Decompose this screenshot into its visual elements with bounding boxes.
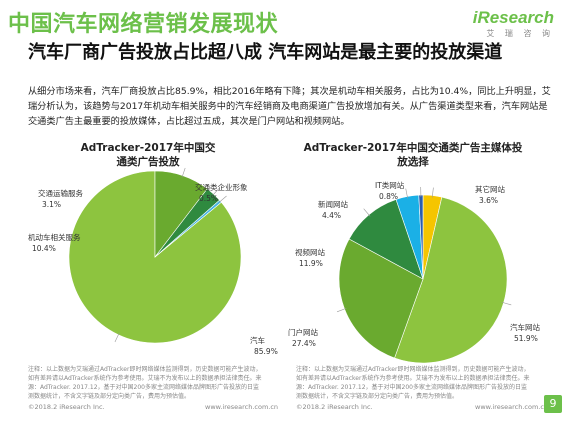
logo-text: iResearch bbox=[472, 8, 554, 27]
iresearch-logo: iResearch 艾 瑞 咨 询 bbox=[473, 8, 554, 39]
slice-value-label: 27.4% bbox=[292, 339, 316, 348]
chart-title-line: AdTracker-2017年中国交 bbox=[81, 141, 216, 154]
slice-value-label: 3.1% bbox=[42, 200, 61, 209]
right-footer-copyright: ©2018.2 iResearch Inc. bbox=[296, 403, 373, 411]
leader-line bbox=[431, 187, 434, 198]
right-chart-note: 注释：以上数据为艾瑞通过AdTracker即时网络媒体监测得到，历史数据可能产生… bbox=[296, 366, 530, 400]
page-subtitle: 汽车厂商广告投放占比超八成 汽车网站是最主要的投放渠道 bbox=[28, 42, 503, 63]
slice-label: IT类网站 bbox=[375, 180, 405, 190]
logo-subtext: 艾 瑞 咨 询 bbox=[486, 29, 554, 38]
slice-label: 机动车相关服务 bbox=[28, 232, 81, 242]
left-footer-copyright: ©2018.2 iResearch Inc. bbox=[28, 403, 105, 411]
leader-line bbox=[501, 301, 512, 306]
slice-label: 汽车网站 bbox=[510, 322, 540, 332]
slice-value-label: 11.9% bbox=[299, 259, 323, 268]
leader-line bbox=[114, 332, 120, 343]
slice-label: 新闻网站 bbox=[318, 199, 348, 209]
slice-label: 其它网站 bbox=[475, 184, 505, 194]
slice-value-label: 10.4% bbox=[32, 244, 56, 253]
left-footer-website: www.iresearch.com.cn bbox=[205, 403, 279, 411]
slice-label: 汽车 bbox=[250, 335, 265, 345]
slice-value-label: 3.6% bbox=[479, 196, 498, 205]
slice-label: 交通类企业形象 bbox=[195, 182, 248, 192]
chart-title-line: AdTracker-2017年中国交通类广告主媒体投 bbox=[304, 141, 523, 154]
page-title: 中国汽车网络营销发展现状 bbox=[8, 12, 279, 37]
slice-label: 门户网站 bbox=[288, 327, 318, 337]
chart-title-line: 通类广告投放 bbox=[117, 155, 180, 168]
leader-line bbox=[181, 167, 186, 178]
leader-line bbox=[363, 208, 371, 217]
slice-label: 交通运输服务 bbox=[38, 188, 83, 198]
summary-paragraph: 从细分市场来看，汽车厂商投放占比85.9%，相比2016年略有下降；其次是机动车… bbox=[28, 86, 551, 127]
leader-line bbox=[212, 188, 220, 196]
left-chart-note: 注释：以上数据为艾瑞通过AdTracker即时网络媒体监测得到，历史数据可能产生… bbox=[28, 366, 262, 400]
slice-value-label: 0.5% bbox=[199, 194, 218, 203]
slice-label: 视频网站 bbox=[295, 247, 325, 257]
right-footer-website: www.iresearch.com.cn bbox=[475, 403, 549, 411]
slice-value-label: 85.9% bbox=[254, 347, 278, 356]
page-number: 9 bbox=[544, 395, 562, 413]
leader-line bbox=[336, 307, 347, 313]
slice-value-label: 51.9% bbox=[514, 334, 538, 343]
slice-value-label: 4.4% bbox=[322, 211, 341, 220]
slice-value-label: 0.8% bbox=[379, 192, 398, 201]
leader-line bbox=[218, 195, 227, 203]
chart-title-line: 放选择 bbox=[396, 155, 429, 168]
leader-line bbox=[405, 188, 408, 199]
